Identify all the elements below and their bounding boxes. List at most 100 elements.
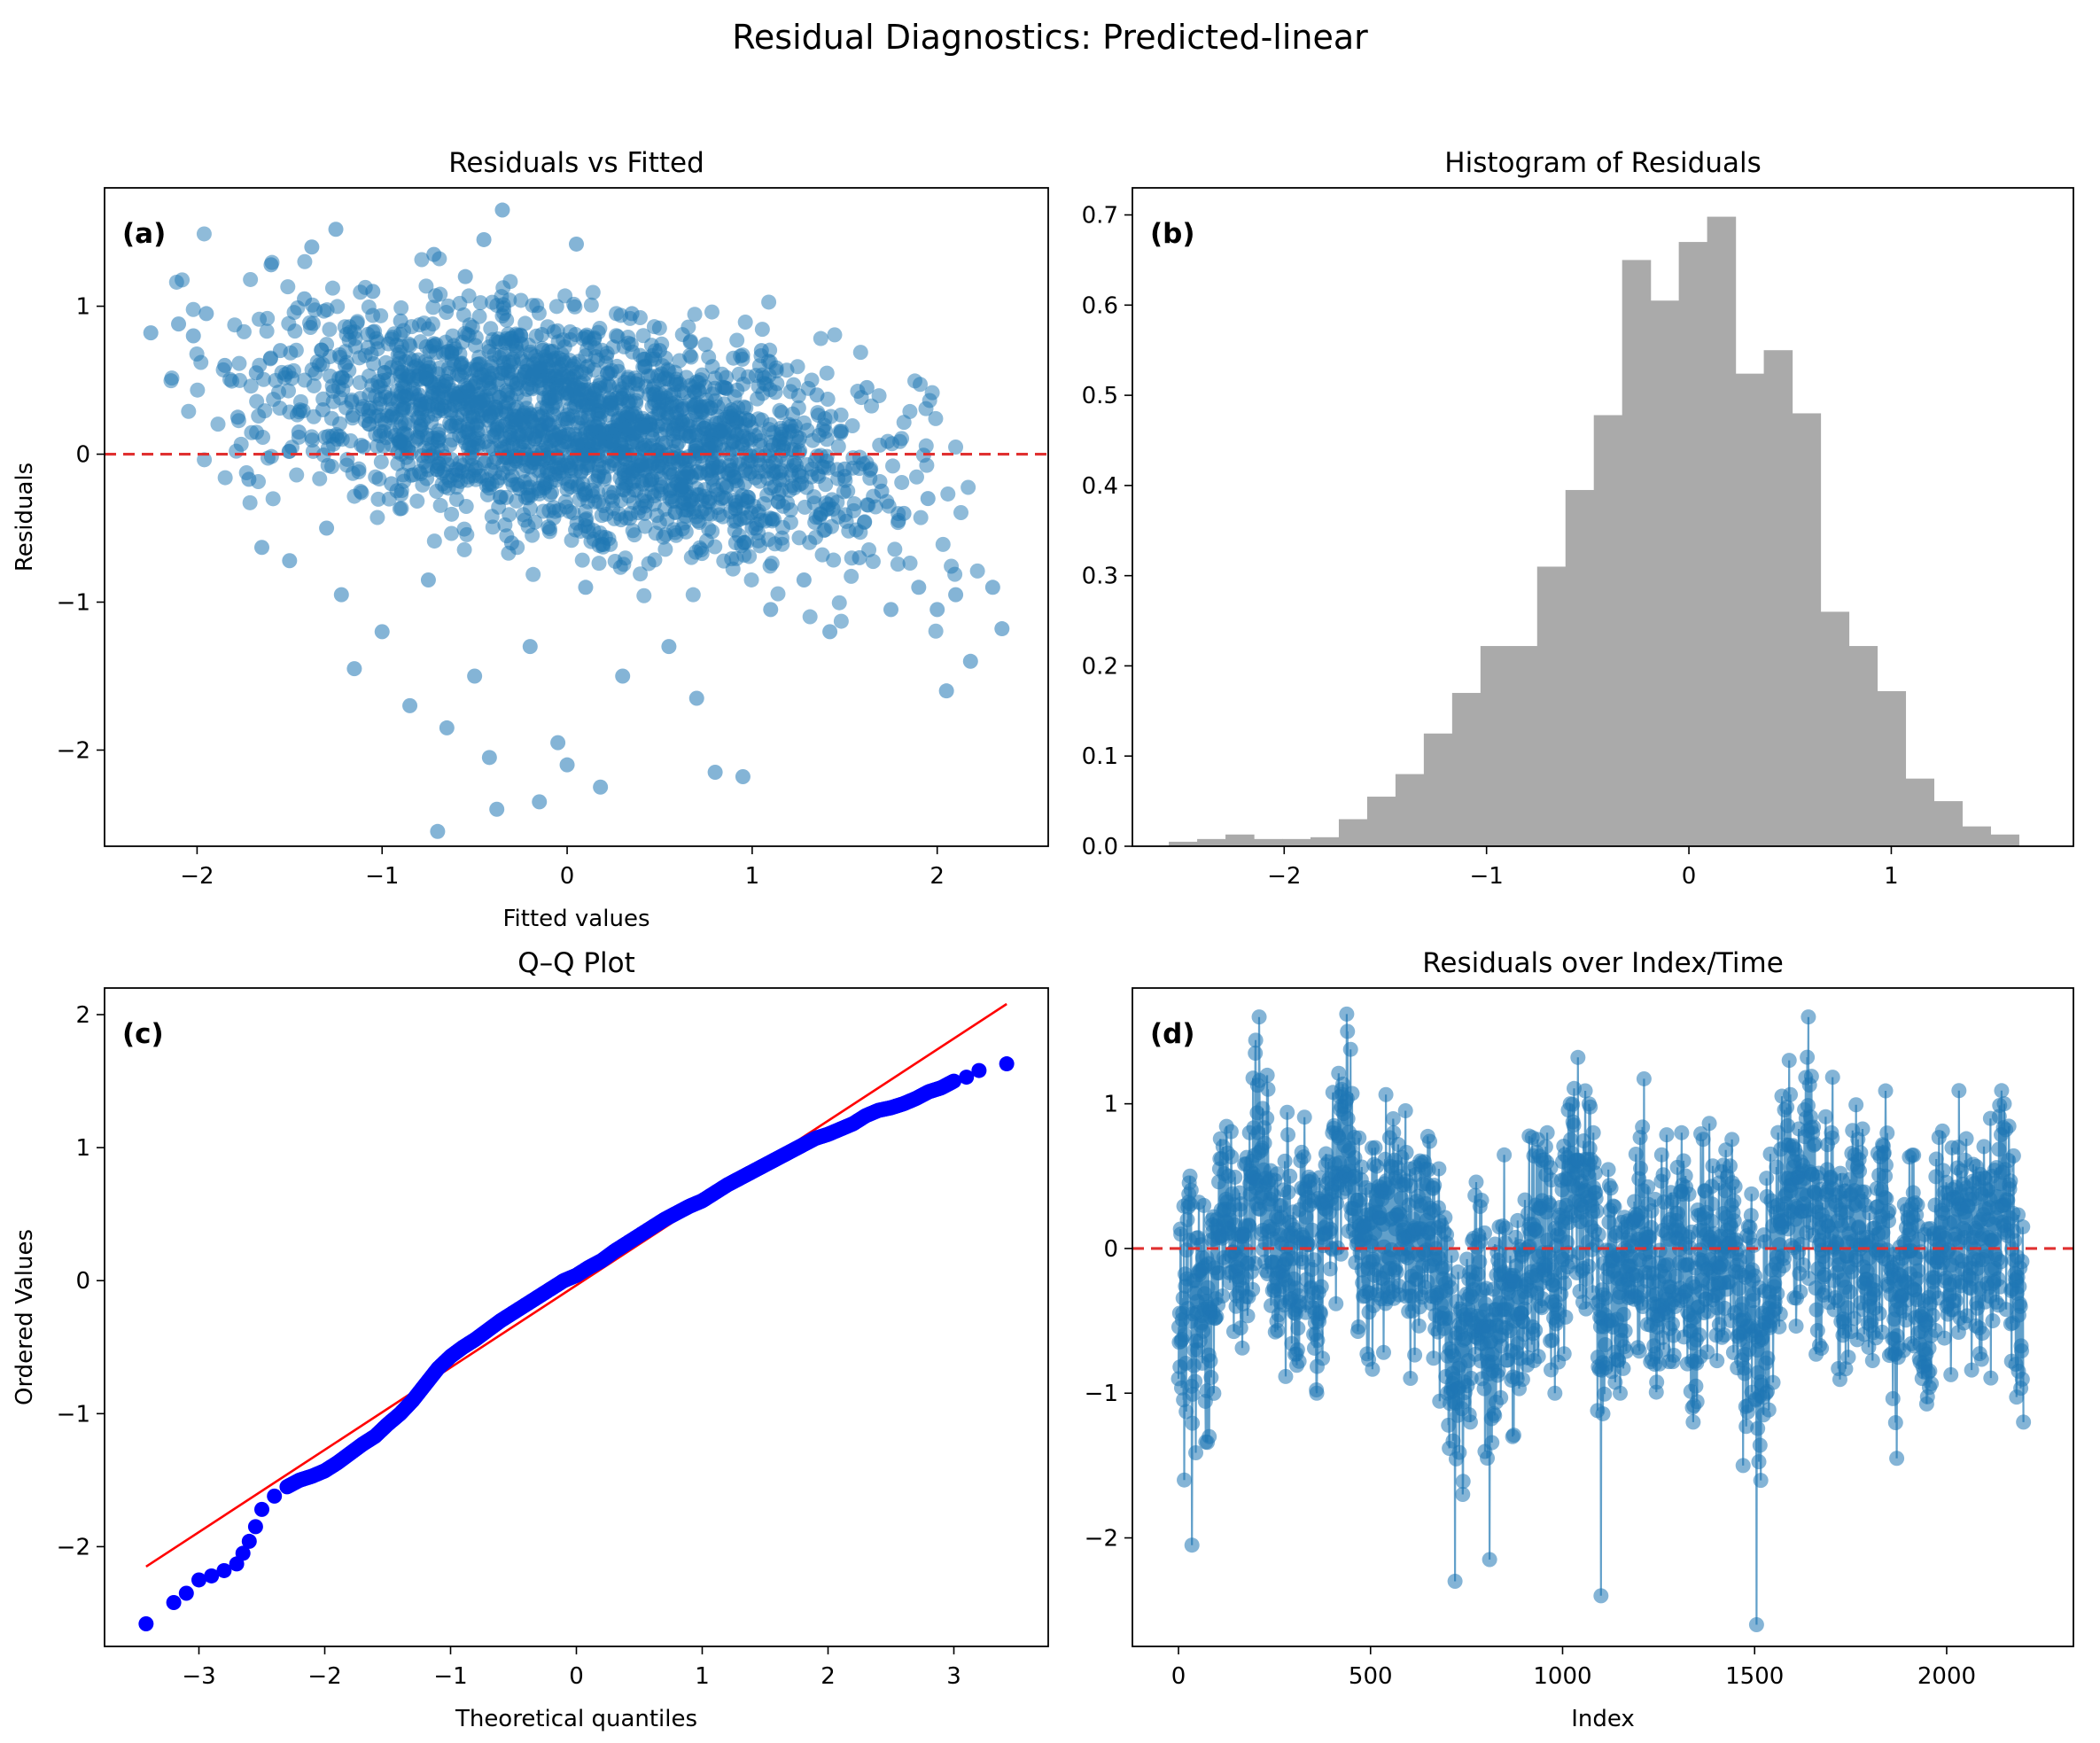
- series-point: [1279, 1104, 1295, 1120]
- series-point: [1781, 1053, 1797, 1069]
- scatter-point: [604, 452, 620, 468]
- scatter-point: [556, 332, 572, 348]
- qq-point: [235, 1545, 251, 1561]
- series-point: [1864, 1352, 1880, 1368]
- plot-area: [1169, 216, 2019, 846]
- series-point: [1322, 1261, 1338, 1277]
- scatter-point: [637, 518, 653, 534]
- scatter-point: [728, 513, 744, 529]
- histogram-bar: [1508, 646, 1538, 846]
- series-point: [1256, 1135, 1272, 1151]
- series-point: [1738, 1249, 1754, 1264]
- scatter-point: [431, 426, 447, 442]
- scatter-point: [229, 409, 245, 425]
- scatter-point: [456, 541, 472, 557]
- scatter-point: [352, 375, 368, 391]
- series-point: [1340, 1110, 1356, 1126]
- series-point: [1731, 1280, 1746, 1296]
- scatter-point: [568, 326, 584, 342]
- scatter-point: [736, 534, 752, 550]
- scatter-point: [265, 491, 281, 507]
- scatter-point: [645, 455, 661, 471]
- scatter-point: [509, 377, 525, 393]
- scatter-point: [501, 395, 517, 411]
- series-point: [1750, 1420, 1766, 1436]
- scatter-point: [461, 288, 477, 304]
- scatter-point: [260, 310, 276, 326]
- scatter-point: [259, 323, 275, 339]
- scatter-point: [674, 521, 690, 537]
- scatter-point: [277, 366, 293, 382]
- y-tick-label: 0.0: [1082, 834, 1118, 860]
- series-point: [1505, 1428, 1521, 1443]
- figure-title: Residual Diagnostics: Predicted-linear: [732, 18, 1368, 57]
- scatter-point: [687, 424, 703, 440]
- series-point: [1809, 1322, 1825, 1338]
- scatter-point: [802, 609, 818, 625]
- series-point: [1259, 1110, 1275, 1126]
- series-point: [1801, 1009, 1816, 1025]
- plot-frame: [104, 187, 1049, 847]
- series-point: [1340, 1023, 1356, 1039]
- scatter-point: [320, 440, 336, 456]
- scatter-point: [506, 448, 522, 464]
- panel-label: (c): [122, 1018, 164, 1050]
- series-point: [1856, 1184, 1872, 1200]
- scatter-point: [752, 538, 768, 554]
- scatter-point: [513, 292, 529, 308]
- scatter-point: [597, 378, 613, 394]
- scatter-point: [935, 536, 951, 552]
- scatter-point: [445, 328, 461, 344]
- series-point: [1487, 1407, 1503, 1423]
- scatter-point: [846, 496, 862, 512]
- series-point: [1751, 1454, 1767, 1470]
- scatter-point: [625, 523, 641, 539]
- scatter-point: [605, 501, 621, 517]
- scatter-point: [712, 423, 727, 439]
- scatter-point: [248, 365, 264, 381]
- scatter-point: [620, 459, 636, 475]
- scatter-point: [583, 297, 599, 313]
- series-point: [1597, 1386, 1613, 1402]
- scatter-point: [649, 442, 665, 458]
- scatter-point: [360, 326, 376, 342]
- qq-point: [191, 1572, 206, 1588]
- series-point: [1727, 1179, 1743, 1194]
- series-point: [1245, 1281, 1261, 1297]
- series-point: [1595, 1405, 1611, 1421]
- series-point: [1291, 1353, 1307, 1369]
- scatter-point: [280, 279, 296, 295]
- scatter-point: [328, 222, 344, 237]
- scatter-point: [374, 624, 390, 640]
- scatter-point: [928, 410, 944, 426]
- qq-point: [254, 1501, 269, 1517]
- scatter-point: [969, 563, 985, 579]
- scatter-point: [589, 393, 605, 409]
- series-point: [1649, 1374, 1665, 1390]
- scatter-point: [625, 344, 641, 360]
- series-point: [1603, 1180, 1619, 1196]
- scatter-point: [522, 501, 538, 517]
- series-point: [1277, 1153, 1293, 1169]
- scatter-point: [338, 457, 354, 473]
- series-point: [1644, 1219, 1660, 1235]
- series-point: [1403, 1178, 1419, 1194]
- series-point: [1760, 1350, 1776, 1366]
- scatter-point: [587, 473, 603, 489]
- series-point: [1772, 1306, 1788, 1322]
- series-point: [1724, 1132, 1740, 1148]
- series-point: [1771, 1319, 1787, 1334]
- scatter-point: [602, 484, 618, 500]
- series-point: [1689, 1394, 1705, 1410]
- scatter-point: [813, 331, 828, 346]
- series-point: [1583, 1099, 1598, 1115]
- scatter-point: [808, 510, 824, 525]
- scatter-point: [827, 327, 843, 343]
- scatter-point: [420, 572, 436, 587]
- scatter-point: [349, 315, 365, 331]
- series-point: [1463, 1370, 1479, 1386]
- scatter-point: [561, 426, 577, 442]
- scatter-point: [701, 349, 717, 365]
- scatter-point: [782, 416, 797, 432]
- y-tick-label: −2: [57, 737, 90, 764]
